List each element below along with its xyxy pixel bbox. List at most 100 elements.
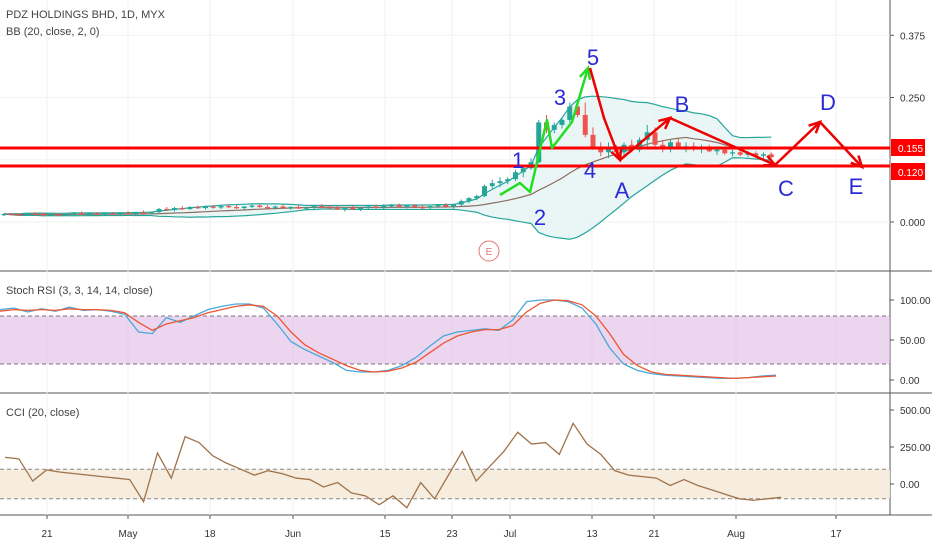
candle-body [164,209,170,211]
candle-body [520,168,526,173]
bb-lower [3,157,772,240]
candle-body [365,206,371,208]
candle-body [536,122,542,163]
wave-label: D [820,90,836,115]
candle-body [63,214,69,216]
resistance-levels [0,146,890,168]
candle-body [48,214,53,216]
candle-body [241,206,247,209]
stoch-d-line [0,299,777,380]
candle-body [257,205,263,208]
bb-label: BB (20, close, 2, 0) [6,26,100,38]
arrow-head [850,155,864,170]
candle-body [396,205,402,207]
y-tick-label: 0.00 [900,480,920,491]
cci-band [0,469,890,499]
x-tick-label: 17 [830,529,842,540]
x-axis: 21 May 18 Jun 15 23 Jul 13 21 Aug 17 [41,515,842,540]
candle-body [389,205,394,207]
candle-body [722,149,728,154]
arrow-head [808,120,823,134]
frame [0,0,932,516]
candle-body [195,207,201,209]
y-tick-label: 0.000 [900,218,925,229]
candle-body [482,186,487,197]
y-tick-label: 250.00 [900,443,931,454]
candle-body [210,206,216,208]
x-tick-label: Aug [727,529,745,540]
cci-label: CCI (20, close) [6,407,79,419]
candle-body [125,213,131,215]
bb-upper [3,95,772,215]
candle-body [373,206,379,208]
candle-body [451,204,456,207]
candles [1,102,774,217]
candle-body [234,207,239,209]
candle-body [94,213,100,215]
wave-label: A [615,178,630,203]
candle-body [404,205,410,207]
candle-body [458,201,464,205]
candle-body [133,212,139,214]
x-tick-label: 13 [586,529,598,540]
candle-body [24,213,30,216]
candle-body [714,149,720,152]
x-tick-label: 18 [204,529,216,540]
candle-body [303,207,309,209]
wave-label: E [849,174,864,199]
price-tag [891,139,925,156]
arrow-head [658,116,673,130]
x-tick-label: Jun [285,529,301,540]
arrow-head [762,155,778,167]
event-marker[interactable]: E [478,240,500,262]
x-tick-label: May [119,529,138,540]
y-tick-label: 50.00 [900,336,925,347]
cci-panel [0,421,890,509]
wave-label: 1 [512,148,524,173]
candle-body [272,206,278,208]
candle-body [582,114,588,135]
candle-body [606,148,611,153]
candle-body [412,205,418,208]
stoch-label: Stoch RSI (3, 3, 14, 14, close) [6,285,153,297]
impulse-arrows [499,67,590,197]
candle-body [420,207,425,209]
cci-line [4,421,782,509]
candle-body [319,206,325,208]
arrow-head [610,147,623,163]
candle-body [203,206,208,209]
candle-body [249,205,255,207]
candle-body [427,206,433,208]
candle-body [172,208,177,211]
candle-body [551,124,557,130]
wave-label: 5 [587,45,599,70]
price-tag-label: 0.120 [898,168,923,179]
grid [0,0,890,515]
y-tick-label: 500.00 [900,406,931,417]
candle-body [17,214,22,216]
candle-body [652,132,658,145]
bollinger-bands [3,95,772,240]
candle-body [598,147,604,153]
stoch-rsi-panel [0,299,890,380]
candle-body [86,213,92,215]
candle-body [141,212,146,214]
candle-body [590,134,596,148]
x-tick-label: 15 [379,529,391,540]
candle-body [358,207,363,210]
candle-body [179,208,185,210]
x-tick-label: 21 [41,529,53,540]
candle-body [117,213,123,215]
candle-body [737,152,743,155]
wave-label: 2 [534,205,546,230]
candle-body [148,212,154,214]
candle-body [226,206,232,208]
candle-body [342,208,348,210]
candle-body [102,213,108,215]
candle-body [435,205,441,207]
arrow-head [579,65,592,81]
candle-body [730,152,735,154]
candle-body [79,213,84,215]
price-tag-label: 0.155 [898,144,923,155]
candle-body [768,154,774,158]
